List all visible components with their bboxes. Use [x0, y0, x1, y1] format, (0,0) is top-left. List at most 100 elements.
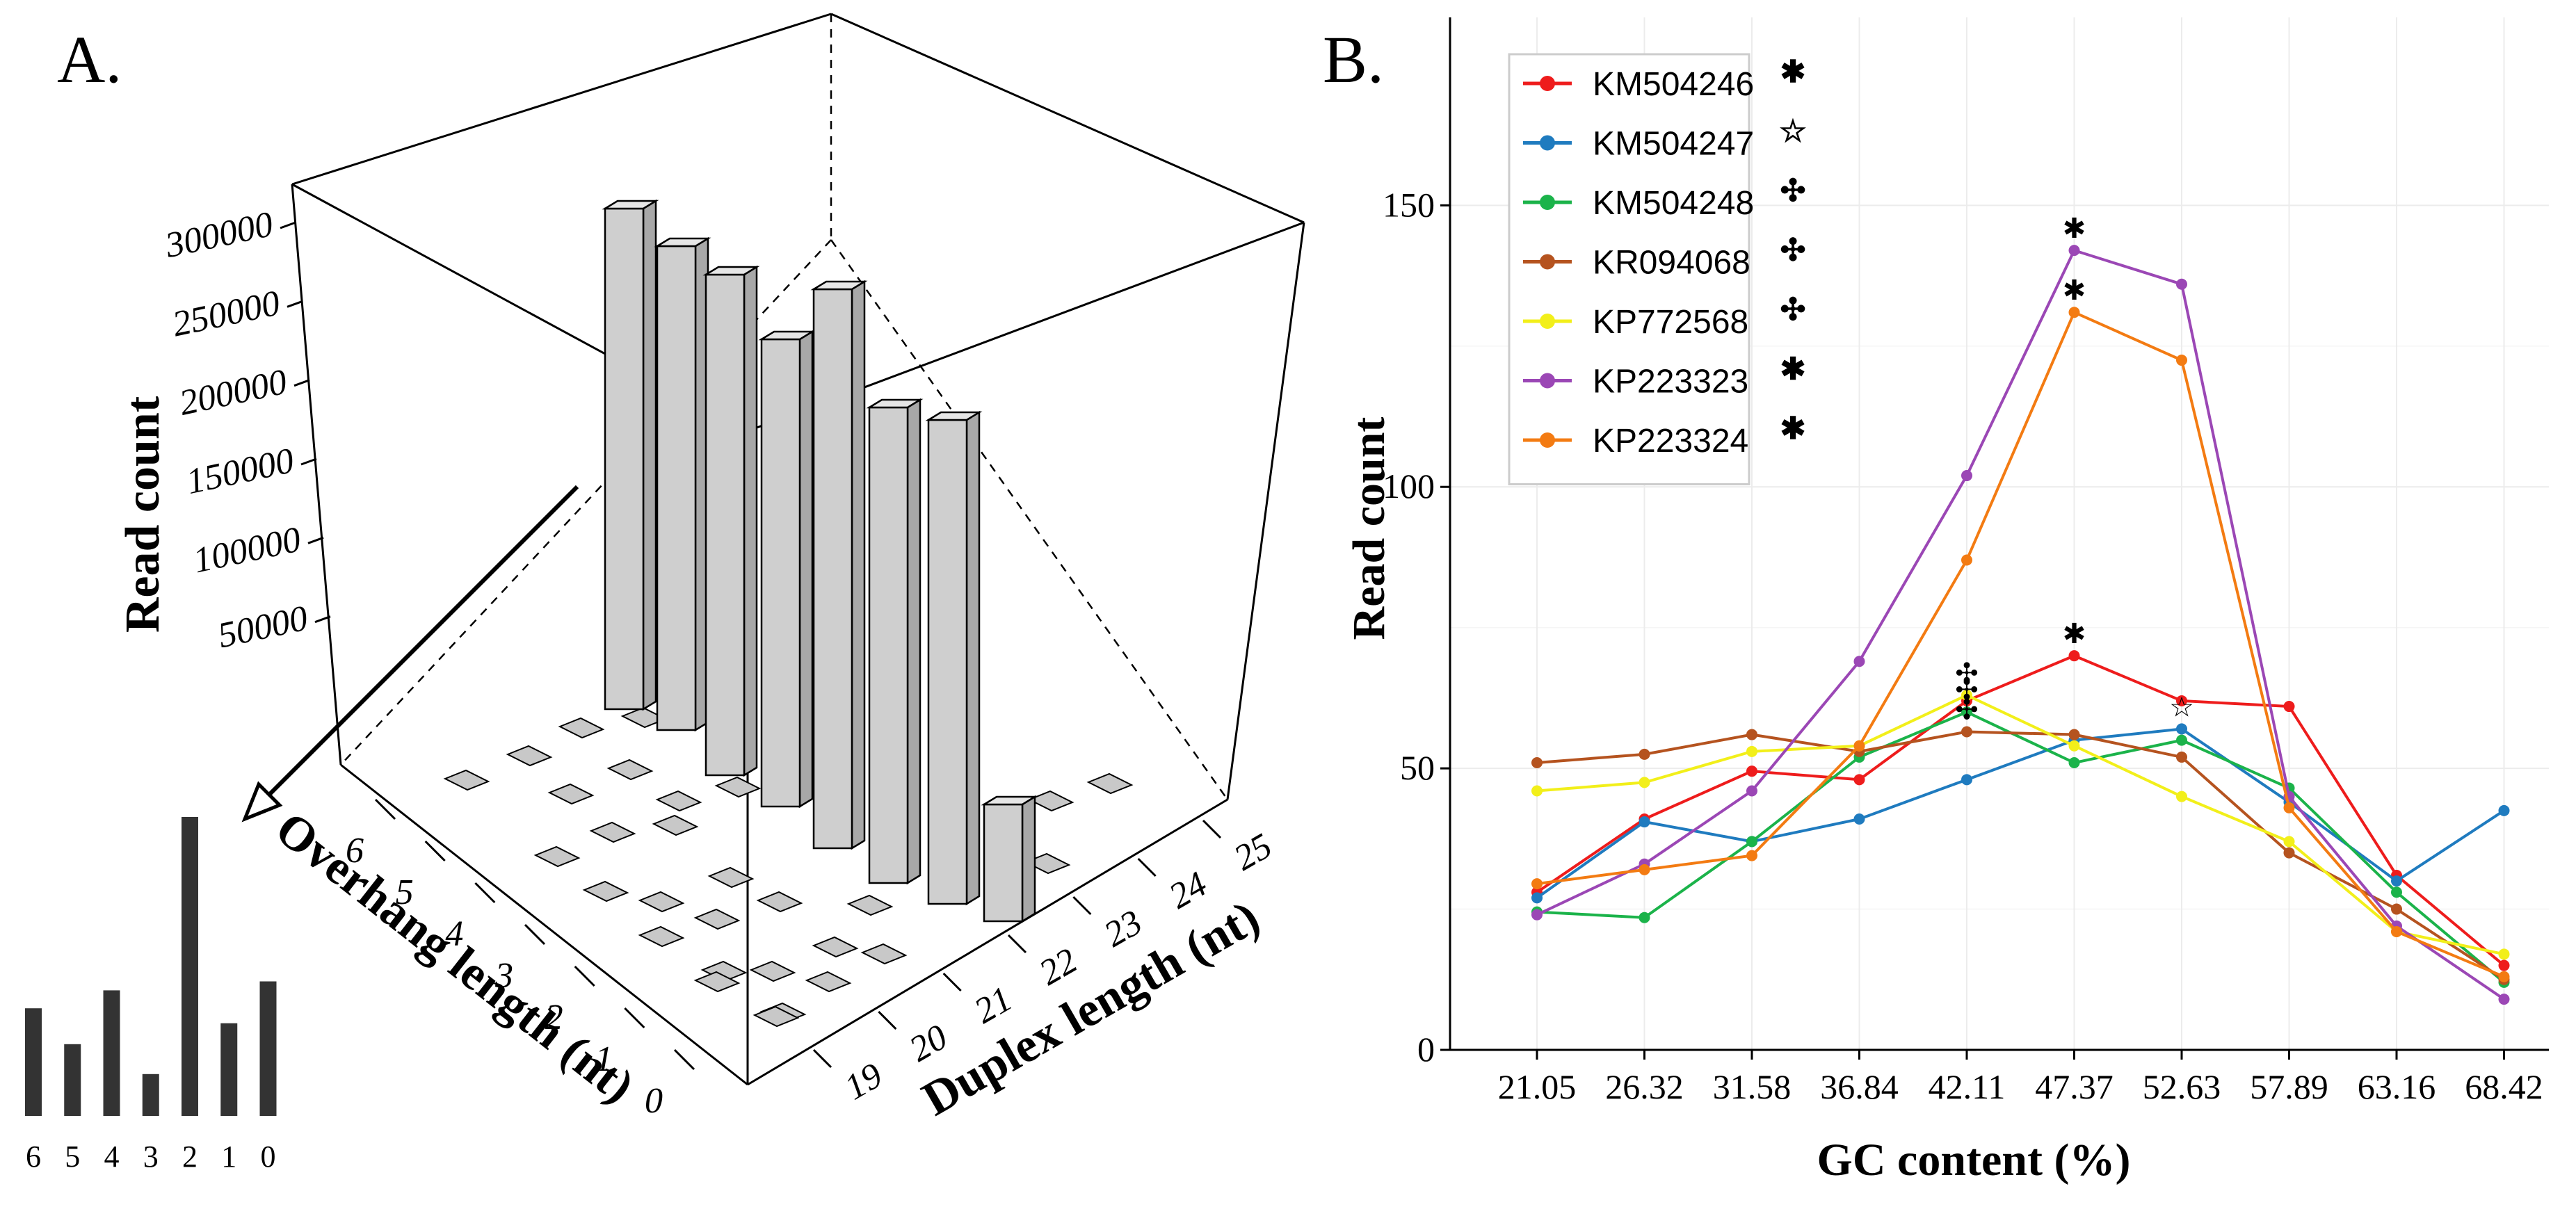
data-point-KR094068 — [2391, 903, 2402, 915]
data-point-KM504248 — [1961, 706, 1972, 718]
bar-side-face — [906, 398, 921, 885]
data-point-KM504248 — [1746, 836, 1757, 848]
data-point-KP223324 — [1531, 878, 1543, 890]
data-point-KP223324 — [2498, 971, 2510, 982]
legend-entry-symbol: ✣ — [1780, 173, 1806, 209]
legend-entry-symbol: ✱ — [1780, 352, 1806, 387]
series-line-KR094068 — [1536, 730, 2505, 981]
data-point-KP223323 — [2068, 245, 2080, 257]
x-tick-label: 63.16 — [2358, 1067, 2436, 1106]
data-point-KP223324 — [1746, 850, 1757, 861]
data-point-KP223324 — [2391, 925, 2402, 937]
legend-swatch-marker — [1540, 432, 1555, 448]
frame-hidden-edge — [830, 239, 1229, 800]
floor-bar — [638, 925, 685, 948]
floor-bar — [1086, 772, 1134, 795]
data-point-KM504246 — [1746, 765, 1757, 777]
z-tick-label: 300000 — [161, 204, 276, 266]
floor-bar — [693, 908, 741, 930]
overhang-tick-label: 5 — [396, 873, 414, 912]
bar-3d — [760, 338, 801, 808]
bar-3d — [868, 406, 909, 884]
series-line-KM504247 — [1536, 727, 2505, 899]
overhang-tick-label: 3 — [494, 956, 513, 996]
floor-bar — [749, 960, 796, 982]
duplex-tick-label: 19 — [838, 1055, 889, 1108]
data-point-KR094068 — [1531, 757, 1543, 769]
data-point-KM504247 — [2176, 723, 2187, 735]
data-point-KP772568 — [1746, 745, 1757, 757]
overhang-tick-label: 6 — [346, 831, 364, 870]
bar-3d — [656, 245, 697, 731]
legend-box — [1508, 53, 1750, 485]
y-axis-label: Read count — [1344, 417, 1394, 640]
data-point-KR094068 — [2068, 729, 2080, 740]
bar-top-face — [810, 280, 868, 291]
overhang-tick-mark — [624, 1007, 645, 1029]
data-point-KP772568 — [1531, 785, 1543, 797]
floor-bar — [860, 943, 908, 965]
floor-bar — [756, 891, 803, 913]
panel-b-line-chart: 0 50 100 150 21.05 26.32 31.58 36.84 42.11 47.37 5… — [1344, 17, 2549, 1185]
legend-entry-label: KP223324 — [1593, 423, 1748, 460]
bar-top-face — [925, 411, 983, 421]
x-axis-label: GC content (%) — [1817, 1135, 2131, 1185]
duplex-tick-mark — [1202, 819, 1222, 839]
legend-entry-label: KP223323 — [1593, 364, 1748, 400]
bar-side-face — [851, 280, 866, 850]
floor-bar — [805, 971, 852, 993]
legend-entry-symbol: ✣ — [1780, 292, 1806, 327]
x-tick-label: 57.89 — [2250, 1067, 2328, 1106]
floor-bar — [558, 717, 605, 739]
data-point-KM504248 — [2068, 757, 2080, 769]
data-point-KP223323 — [1531, 909, 1543, 921]
legend-entry-symbol: ✱ — [1780, 54, 1806, 90]
duplex-tick-mark — [878, 1010, 897, 1030]
floor-bar — [1027, 790, 1074, 812]
legend-swatch-marker — [1540, 373, 1555, 389]
series-line-KM504248 — [1536, 710, 2505, 984]
y-tick-label: 0 — [1417, 1030, 1435, 1069]
floor-bar — [443, 769, 490, 791]
legend-swatch-marker — [1540, 76, 1555, 91]
bar-3d — [705, 273, 746, 777]
y-tick-label: 50 — [1400, 748, 1435, 787]
data-point-KM504246 — [1853, 774, 1865, 786]
legend-entry-label: KP772568 — [1593, 304, 1748, 341]
data-point-KP772568 — [1961, 689, 1972, 701]
x-tick-label: 31.58 — [1713, 1067, 1792, 1106]
frame-hidden-edge — [340, 239, 832, 765]
floor-bar — [655, 790, 702, 812]
floor-bar — [606, 759, 654, 781]
y-tick-label: 150 — [1383, 185, 1435, 224]
data-point-KP223323 — [2176, 278, 2187, 290]
bar-side-face — [642, 199, 657, 711]
series-line-KM504246 — [1536, 654, 2505, 967]
duplex-tick-mark — [942, 972, 962, 992]
inset-bar — [25, 1008, 42, 1116]
panel-b-label: B. — [1323, 22, 1384, 97]
data-point-KM504247 — [1531, 892, 1543, 904]
data-point-KP223324 — [1853, 740, 1865, 752]
overhang-tick-label: 0 — [645, 1081, 663, 1121]
legend-swatch-marker — [1540, 135, 1555, 151]
data-point-KP223323 — [1746, 785, 1757, 797]
overhang-tick-label: 1 — [595, 1039, 613, 1079]
bar-3d — [604, 207, 645, 711]
inset-tick-label: 4 — [104, 1140, 120, 1174]
z-tick-label: 100000 — [190, 519, 304, 581]
overhang-tick-mark — [374, 798, 396, 820]
floor-bar — [638, 891, 685, 913]
data-point-KP772568 — [2068, 740, 2080, 752]
duplex-axis-label: Duplex length (nt) — [914, 891, 1269, 1126]
floor-bar — [752, 1005, 800, 1028]
inset-tick-label: 6 — [26, 1140, 41, 1174]
z-tick-mark — [293, 379, 310, 387]
frame-edge — [747, 798, 1228, 1086]
point-annotation: ✣ — [1955, 694, 1979, 726]
bar-top-face — [866, 398, 924, 409]
bar-top-face — [981, 795, 1038, 806]
series-line-KP772568 — [1536, 693, 2504, 956]
legend-entry-label: KM504247 — [1593, 126, 1754, 163]
